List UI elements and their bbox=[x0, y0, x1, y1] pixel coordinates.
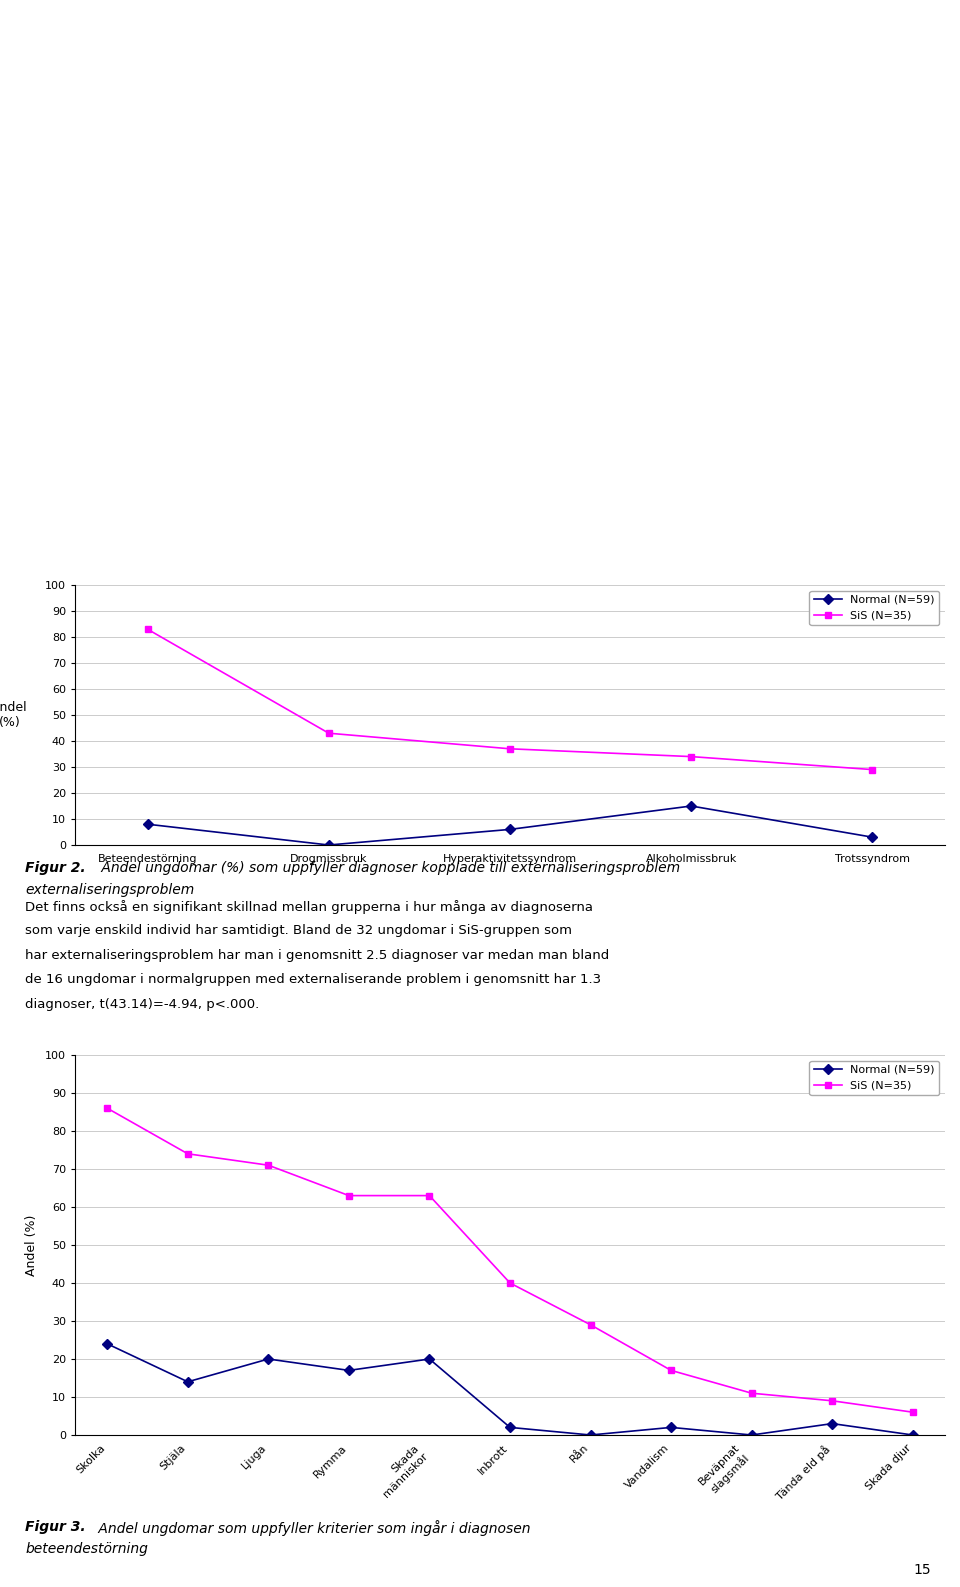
Text: Andel
(%): Andel (%) bbox=[0, 701, 28, 728]
SiS (N=35) bbox=[343, 1185, 354, 1205]
Text: 15: 15 bbox=[914, 1563, 931, 1577]
SiS (N=35) bbox=[907, 1403, 919, 1422]
Text: som varje enskild individ har samtidigt. Bland de 32 ungdomar i SiS-gruppen som: som varje enskild individ har samtidigt.… bbox=[25, 925, 572, 938]
SiS (N=35) bbox=[504, 1273, 516, 1292]
SiS (N=35) bbox=[867, 760, 878, 779]
Legend: Normal (N=59), SiS (N=35): Normal (N=59), SiS (N=35) bbox=[809, 590, 940, 625]
Line: SiS (N=35): SiS (N=35) bbox=[104, 1105, 916, 1416]
SiS (N=35) bbox=[423, 1185, 435, 1205]
Text: externaliseringsproblem: externaliseringsproblem bbox=[25, 882, 194, 897]
Text: de 16 ungdomar i normalgruppen med externaliserande problem i genomsnitt har 1.3: de 16 ungdomar i normalgruppen med exter… bbox=[25, 973, 601, 987]
SiS (N=35) bbox=[182, 1144, 194, 1163]
SiS (N=35) bbox=[323, 724, 334, 743]
SiS (N=35) bbox=[746, 1384, 757, 1403]
Normal (N=59) bbox=[504, 1417, 516, 1436]
Y-axis label: Andel (%): Andel (%) bbox=[25, 1214, 38, 1276]
Normal (N=59) bbox=[504, 820, 516, 840]
Normal (N=59) bbox=[182, 1373, 194, 1392]
Text: Andel ungdomar som uppfyller kriterier som ingår i diagnosen: Andel ungdomar som uppfyller kriterier s… bbox=[94, 1520, 531, 1536]
Text: har externaliseringsproblem har man i genomsnitt 2.5 diagnoser var medan man bla: har externaliseringsproblem har man i ge… bbox=[25, 949, 610, 962]
Normal (N=59) bbox=[263, 1349, 275, 1368]
Normal (N=59) bbox=[423, 1349, 435, 1368]
SiS (N=35) bbox=[665, 1362, 677, 1381]
Normal (N=59) bbox=[907, 1425, 919, 1444]
SiS (N=35) bbox=[685, 747, 697, 767]
Text: diagnoser, t(43.14)=-4.94, p<.000.: diagnoser, t(43.14)=-4.94, p<.000. bbox=[25, 998, 259, 1011]
Normal (N=59) bbox=[585, 1425, 596, 1444]
Line: Normal (N=59): Normal (N=59) bbox=[104, 1341, 916, 1438]
Normal (N=59) bbox=[343, 1362, 354, 1381]
SiS (N=35) bbox=[827, 1392, 838, 1411]
Normal (N=59) bbox=[746, 1425, 757, 1444]
Normal (N=59) bbox=[685, 797, 697, 816]
Normal (N=59) bbox=[142, 814, 154, 833]
Normal (N=59) bbox=[323, 835, 334, 854]
SiS (N=35) bbox=[504, 740, 516, 759]
SiS (N=35) bbox=[585, 1316, 596, 1335]
Normal (N=59) bbox=[867, 828, 878, 847]
Text: Figur 3.: Figur 3. bbox=[25, 1520, 85, 1535]
Text: Det finns också en signifikant skillnad mellan grupperna i hur många av diagnose: Det finns också en signifikant skillnad … bbox=[25, 900, 593, 914]
SiS (N=35) bbox=[102, 1098, 113, 1117]
Normal (N=59) bbox=[827, 1414, 838, 1433]
Text: beteendestörning: beteendestörning bbox=[25, 1543, 148, 1555]
Text: Figur 2.: Figur 2. bbox=[25, 862, 85, 874]
Normal (N=59) bbox=[102, 1335, 113, 1354]
SiS (N=35) bbox=[142, 619, 154, 638]
Line: SiS (N=35): SiS (N=35) bbox=[144, 625, 876, 773]
SiS (N=35) bbox=[263, 1155, 275, 1174]
Text: Andel ungdomar (%) som uppfyller diagnoser kopplade till externaliseringsproblem: Andel ungdomar (%) som uppfyller diagnos… bbox=[97, 862, 680, 874]
Normal (N=59) bbox=[665, 1417, 677, 1436]
Legend: Normal (N=59), SiS (N=35): Normal (N=59), SiS (N=35) bbox=[809, 1060, 940, 1095]
Line: Normal (N=59): Normal (N=59) bbox=[144, 803, 876, 849]
